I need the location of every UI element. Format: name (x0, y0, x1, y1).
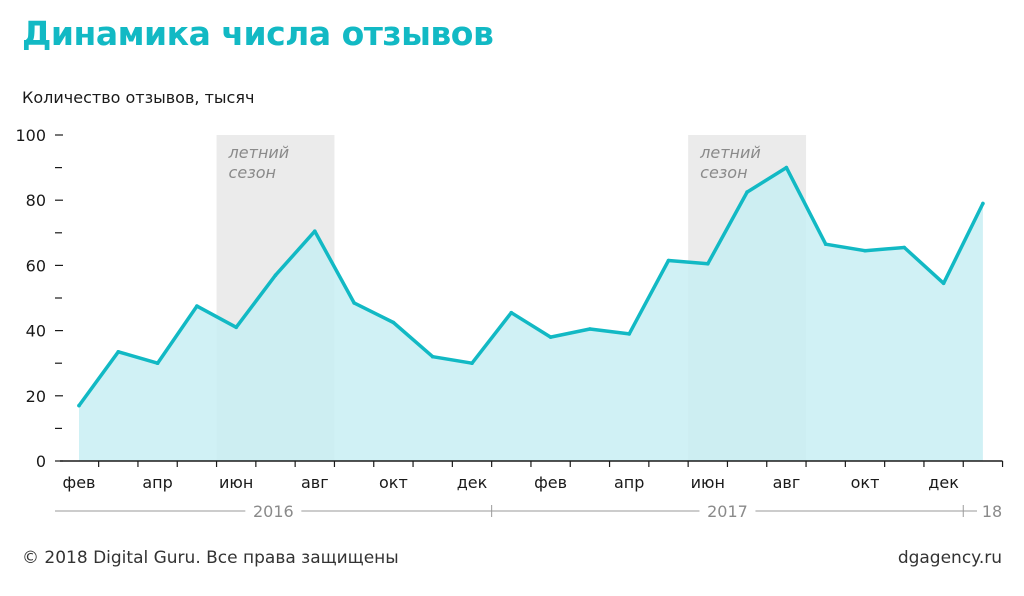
data-point (941, 281, 946, 286)
x-tick-label: июн (219, 473, 253, 492)
data-point (902, 245, 907, 250)
year-label: 2016 (253, 502, 294, 521)
data-point (981, 201, 985, 206)
y-tick-label: 0 (36, 452, 46, 471)
x-tick-label: окт (379, 473, 408, 492)
area-fill (79, 167, 983, 461)
data-point (784, 165, 789, 170)
year-label: 2017 (707, 502, 748, 521)
copyright-text: © 2018 Digital Guru. Все права защищены (22, 548, 399, 568)
x-tick-label: апр (142, 473, 172, 492)
data-point (273, 273, 278, 278)
year-label: 18 (982, 502, 1002, 521)
x-tick-label: фев (534, 473, 567, 492)
x-tick-label: апр (614, 473, 644, 492)
x-tick-label: фев (63, 473, 96, 492)
y-tick-label: 60 (26, 256, 46, 275)
data-point (77, 403, 81, 408)
x-tick-label: дек (457, 473, 488, 492)
area-series (77, 165, 985, 461)
y-tick-label: 100 (15, 126, 46, 145)
year-axis: 2016 2017 18 (55, 502, 1002, 521)
season-band-label: летний (699, 143, 761, 162)
y-tick-label: 20 (26, 387, 46, 406)
data-point (666, 258, 671, 263)
site-link[interactable]: dgagency.ru (897, 548, 1002, 568)
season-band-label: сезон (700, 163, 747, 182)
x-tick-label: окт (851, 473, 880, 492)
x-tick-label: дек (928, 473, 959, 492)
data-point (430, 354, 435, 359)
data-point (548, 335, 553, 339)
data-point (863, 248, 867, 253)
season-band-label: сезон (229, 163, 276, 182)
data-point (234, 325, 238, 330)
data-point (195, 304, 199, 308)
y-tick-label: 40 (26, 322, 46, 341)
axes: 0 20 40 60 80 100 фев апр июн авг окт дек фев апр июн а… (15, 126, 1004, 492)
data-point (745, 190, 749, 194)
y-tick-label: 80 (26, 191, 46, 210)
data-point (588, 327, 592, 331)
data-point (823, 242, 828, 246)
data-point (352, 301, 356, 305)
y-axis-label: Количество отзывов, тысяч (22, 88, 255, 107)
data-point (509, 310, 514, 315)
series-line (77, 165, 985, 408)
data-point (116, 350, 121, 354)
data-point (313, 229, 317, 233)
data-point (391, 320, 396, 325)
chart-title: Динамика числа отзывов (22, 14, 494, 53)
x-tick-label: авг (301, 473, 329, 492)
x-tick-label: авг (773, 473, 801, 492)
data-point (627, 332, 631, 336)
data-point (470, 361, 474, 366)
data-point (155, 361, 160, 366)
x-tick-label: июн (691, 473, 725, 492)
data-point (706, 262, 710, 266)
season-band-label: летний (228, 143, 290, 162)
